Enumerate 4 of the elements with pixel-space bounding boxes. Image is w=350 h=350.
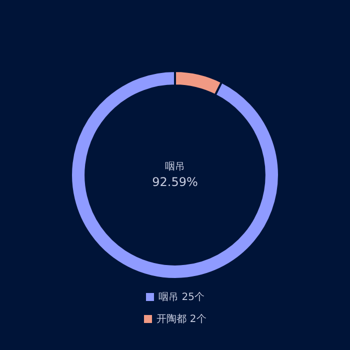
category-label: 咽吊 25个	[158, 292, 204, 303]
text: 92.59%	[152, 175, 198, 190]
slice-label: 咽吊	[165, 162, 185, 173]
legend-label: 开陶都 2个	[156, 312, 206, 326]
